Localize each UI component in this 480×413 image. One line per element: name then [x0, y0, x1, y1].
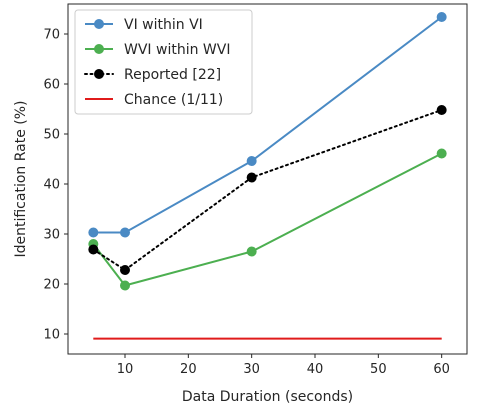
series-2-point	[88, 244, 99, 255]
legend-marker-2	[94, 69, 104, 79]
y-tick-label: 70	[43, 28, 60, 43]
legend-marker-0	[94, 19, 104, 29]
series-line-0	[93, 16, 443, 234]
x-axis-title: Data Duration (seconds)	[182, 389, 353, 405]
series-line-2	[92, 109, 443, 271]
series-1-point	[120, 280, 130, 291]
legend-box	[74, 9, 253, 115]
x-tick-label: 20	[180, 362, 197, 377]
series-0-point	[120, 227, 130, 238]
series-0-point	[436, 12, 447, 22]
y-axis-title: Identification Rate (%)	[13, 100, 29, 257]
x-tick-label: 50	[370, 362, 387, 377]
y-tick-label: 60	[43, 78, 60, 93]
y-tick-label: 10	[43, 328, 60, 343]
legend-label-0: VI within VI	[124, 17, 203, 33]
legend-marker-1	[94, 44, 104, 54]
series-2-point	[436, 105, 447, 115]
axis-ticks: 10 20 30 40 50 60 10 20 30 40 50 60 70	[43, 28, 449, 378]
legend-label-1: WVI within WVI	[124, 42, 230, 58]
plot-area	[88, 12, 447, 340]
series-1-point	[246, 246, 257, 257]
x-tick-label: 60	[433, 362, 450, 377]
series-line-1	[92, 152, 443, 287]
legend: VI within VI WVI within WVI Reported [22] C…	[74, 9, 253, 115]
x-tick-label: 10	[117, 362, 134, 377]
series-2-point	[120, 265, 130, 275]
y-tick-label: 30	[43, 228, 60, 243]
series-0-point	[246, 156, 257, 166]
series-1-point	[436, 148, 447, 159]
legend-label-2: Reported [22]	[124, 67, 221, 83]
x-tick-label: 40	[307, 362, 324, 377]
legend-label-3: Chance (1/11)	[124, 92, 223, 108]
y-tick-label: 20	[43, 278, 60, 293]
series-2-point	[246, 172, 257, 183]
y-tick-label: 40	[43, 178, 60, 193]
x-tick-label: 30	[243, 362, 260, 377]
series-0-point	[88, 227, 99, 238]
axes-frame	[67, 3, 468, 355]
y-tick-label: 50	[43, 128, 60, 143]
